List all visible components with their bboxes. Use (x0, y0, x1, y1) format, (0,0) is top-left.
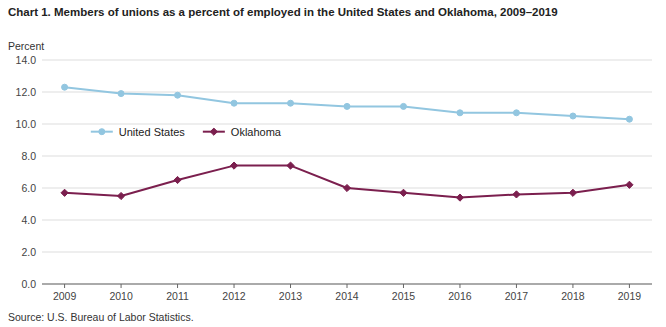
grid-line (42, 220, 652, 221)
point-marker (175, 92, 181, 98)
x-tick-label: 2018 (561, 290, 585, 302)
point-marker (288, 100, 294, 106)
x-tick (516, 284, 517, 288)
legend: United States Oklahoma (91, 126, 282, 138)
legend-marker (99, 129, 105, 135)
x-tick (459, 284, 460, 288)
y-tick-label: 0.0 (21, 278, 36, 290)
y-tick-label: 12.0 (16, 86, 37, 98)
x-tick-label: 2013 (279, 290, 303, 302)
point-marker (457, 110, 463, 116)
point-marker (400, 103, 406, 109)
x-tick-label: 2019 (618, 290, 642, 302)
legend-item: Oklahoma (203, 126, 282, 138)
x-tick (347, 284, 348, 288)
title: Chart 1. Members of unions as a percent … (8, 6, 558, 18)
grid-line (42, 252, 652, 253)
x-tick-label: 2015 (392, 290, 416, 302)
x-tick-label: 2009 (53, 290, 77, 302)
point-marker (513, 191, 520, 198)
x-tick (234, 284, 235, 288)
series (61, 162, 633, 201)
point-marker (231, 100, 237, 106)
x-tick (572, 284, 573, 288)
x-tick-label: 2016 (448, 290, 472, 302)
point-marker (343, 184, 350, 191)
point-marker (61, 189, 68, 196)
x-tick-label: 2014 (335, 290, 359, 302)
legend-label: United States (119, 126, 186, 138)
legend-label: Oklahoma (231, 126, 282, 138)
y-axis-label: Percent (8, 40, 44, 52)
point-marker (230, 162, 237, 169)
point-marker (118, 91, 124, 97)
x-tick-label: 2017 (505, 290, 529, 302)
y-tick-label: 14.0 (16, 54, 37, 66)
x-tick (177, 284, 178, 288)
point-marker (344, 103, 350, 109)
point-marker (456, 194, 463, 201)
chart: Chart 1. Members of unions as a percent … (0, 0, 666, 327)
series-line (65, 166, 630, 198)
point-marker (569, 189, 576, 196)
point-marker (400, 189, 407, 196)
y-tick-label: 6.0 (21, 182, 36, 194)
x-tick (64, 284, 65, 288)
x-tick (290, 284, 291, 288)
x-tick-label: 2011 (166, 290, 189, 302)
x-tick (403, 284, 404, 288)
legend-marker (210, 128, 217, 135)
point-marker (513, 110, 519, 116)
x-tick (629, 284, 630, 288)
grid-line (42, 156, 652, 157)
series-line (65, 87, 630, 119)
x-tick-label: 2010 (109, 290, 133, 302)
legend-item: United States (91, 126, 186, 138)
point-marker (117, 192, 124, 199)
plot-area (61, 84, 633, 201)
y-tick-label: 2.0 (21, 246, 36, 258)
y-tick-label: 10.0 (16, 118, 37, 130)
point-marker (287, 162, 294, 169)
x-tick-label: 2012 (222, 290, 246, 302)
y-tick-label: 4.0 (21, 214, 36, 226)
source-note: Source: U.S. Bureau of Labor Statistics. (8, 311, 194, 323)
y-tick-label: 8.0 (21, 150, 36, 162)
x-tick (121, 284, 122, 288)
grid-line (42, 60, 652, 61)
point-marker (626, 181, 633, 188)
y-grid (42, 60, 652, 284)
grid-line (42, 92, 652, 93)
point-marker (570, 113, 576, 119)
point-marker (174, 176, 181, 183)
point-marker (626, 116, 632, 122)
point-marker (62, 84, 68, 90)
series (62, 84, 633, 122)
grid-line (42, 124, 652, 125)
